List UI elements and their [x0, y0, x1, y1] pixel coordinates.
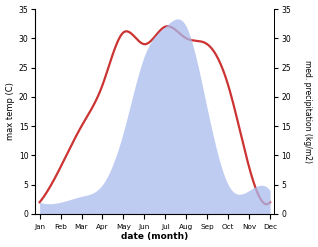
Y-axis label: max temp (C): max temp (C) [5, 82, 15, 141]
Y-axis label: med. precipitation (kg/m2): med. precipitation (kg/m2) [303, 60, 313, 163]
X-axis label: date (month): date (month) [121, 232, 189, 242]
